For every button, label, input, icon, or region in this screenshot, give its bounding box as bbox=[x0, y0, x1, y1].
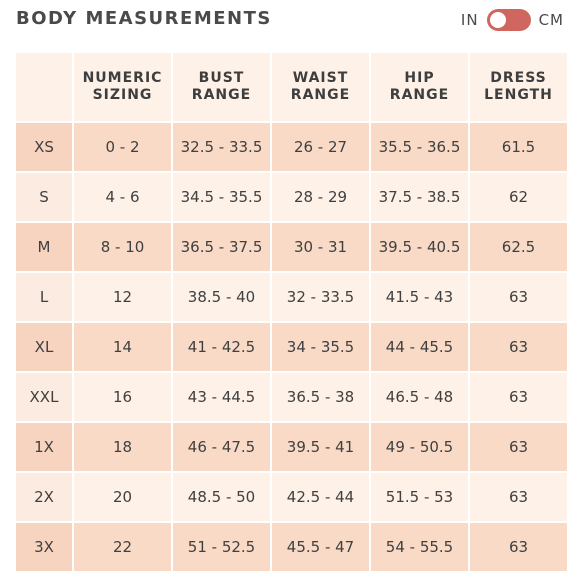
hip-range-cell: 49 - 50.5 bbox=[371, 423, 468, 471]
hip-range-cell: 41.5 - 43 bbox=[371, 273, 468, 321]
dress-length-cell: 63 bbox=[470, 373, 567, 421]
table-row: L 12 38.5 - 40 32 - 33.5 41.5 - 43 63 bbox=[16, 273, 567, 321]
hip-range-cell: 37.5 - 38.5 bbox=[371, 173, 468, 221]
waist-range-cell: 34 - 35.5 bbox=[272, 323, 369, 371]
hip-range-cell: 46.5 - 48 bbox=[371, 373, 468, 421]
waist-range-cell: 28 - 29 bbox=[272, 173, 369, 221]
dress-length-cell: 63 bbox=[470, 323, 567, 371]
dress-length-cell: 63 bbox=[470, 523, 567, 571]
hip-range-cell: 54 - 55.5 bbox=[371, 523, 468, 571]
header-text: RANGE bbox=[191, 87, 252, 103]
switch-knob[interactable] bbox=[489, 12, 506, 28]
waist-range-cell: 26 - 27 bbox=[272, 123, 369, 171]
size-label: M bbox=[16, 223, 72, 271]
waist-range-cell: 39.5 - 41 bbox=[272, 423, 369, 471]
numeric-sizing-cell: 0 - 2 bbox=[74, 123, 171, 171]
table-row: 1X 18 46 - 47.5 39.5 - 41 49 - 50.5 63 bbox=[16, 423, 567, 471]
header-text: BUST bbox=[198, 70, 245, 86]
table-row: XXL 16 43 - 44.5 36.5 - 38 46.5 - 48 63 bbox=[16, 373, 567, 421]
size-label: 3X bbox=[16, 523, 72, 571]
size-label: 1X bbox=[16, 423, 72, 471]
unit-toggle: IN CM bbox=[461, 9, 564, 31]
header-text: HIP bbox=[404, 70, 435, 86]
dress-length-cell: 63 bbox=[470, 273, 567, 321]
header-text: SIZING bbox=[92, 87, 153, 103]
dress-length-cell: 62.5 bbox=[470, 223, 567, 271]
waist-range-cell: 30 - 31 bbox=[272, 223, 369, 271]
bust-range-cell: 38.5 - 40 bbox=[173, 273, 270, 321]
size-label: XL bbox=[16, 323, 72, 371]
bust-range-cell: 48.5 - 50 bbox=[173, 473, 270, 521]
numeric-sizing-cell: 20 bbox=[74, 473, 171, 521]
dress-length-cell: 63 bbox=[470, 423, 567, 471]
dress-length-cell: 61.5 bbox=[470, 123, 567, 171]
table-row: XS 0 - 2 32.5 - 33.5 26 - 27 35.5 - 36.5… bbox=[16, 123, 567, 171]
bust-range-cell: 34.5 - 35.5 bbox=[173, 173, 270, 221]
numeric-sizing-cell: 18 bbox=[74, 423, 171, 471]
hip-range-cell: 51.5 - 53 bbox=[371, 473, 468, 521]
numeric-sizing-cell: 8 - 10 bbox=[74, 223, 171, 271]
header-dress-length: DRESS LENGTH bbox=[470, 53, 567, 121]
header-hip-range: HIP RANGE bbox=[371, 53, 468, 121]
size-label: XS bbox=[16, 123, 72, 171]
bust-range-cell: 51 - 52.5 bbox=[173, 523, 270, 571]
numeric-sizing-cell: 14 bbox=[74, 323, 171, 371]
size-label: L bbox=[16, 273, 72, 321]
waist-range-cell: 36.5 - 38 bbox=[272, 373, 369, 421]
unit-switch[interactable] bbox=[486, 9, 531, 31]
unit-in-label[interactable]: IN bbox=[460, 11, 479, 29]
unit-cm-label[interactable]: CM bbox=[538, 11, 564, 29]
bust-range-cell: 41 - 42.5 bbox=[173, 323, 270, 371]
bust-range-cell: 43 - 44.5 bbox=[173, 373, 270, 421]
table-row: 3X 22 51 - 52.5 45.5 - 47 54 - 55.5 63 bbox=[16, 523, 567, 571]
header-text: LENGTH bbox=[484, 87, 553, 103]
bust-range-cell: 36.5 - 37.5 bbox=[173, 223, 270, 271]
size-label: S bbox=[16, 173, 72, 221]
bust-range-cell: 32.5 - 33.5 bbox=[173, 123, 270, 171]
table-row: M 8 - 10 36.5 - 37.5 30 - 31 39.5 - 40.5… bbox=[16, 223, 567, 271]
header-text: RANGE bbox=[290, 87, 351, 103]
header-waist-range: WAIST RANGE bbox=[272, 53, 369, 121]
header-bust-range: BUST RANGE bbox=[173, 53, 270, 121]
table-row: S 4 - 6 34.5 - 35.5 28 - 29 37.5 - 38.5 … bbox=[16, 173, 567, 221]
header-numeric-sizing: NUMERIC SIZING bbox=[74, 53, 171, 121]
measurements-table: NUMERIC SIZING BUST RANGE WAIST RANGE HIP RA… bbox=[14, 51, 569, 573]
table-row: XL 14 41 - 42.5 34 - 35.5 44 - 45.5 63 bbox=[16, 323, 567, 371]
table-header-row: NUMERIC SIZING BUST RANGE WAIST RANGE HIP RA… bbox=[16, 53, 567, 121]
hip-range-cell: 39.5 - 40.5 bbox=[371, 223, 468, 271]
hip-range-cell: 35.5 - 36.5 bbox=[371, 123, 468, 171]
header-text: DRESS bbox=[490, 70, 547, 86]
size-label: XXL bbox=[16, 373, 72, 421]
numeric-sizing-cell: 4 - 6 bbox=[74, 173, 171, 221]
dress-length-cell: 62 bbox=[470, 173, 567, 221]
header-text: WAIST bbox=[292, 70, 349, 86]
header-text: NUMERIC bbox=[82, 70, 163, 86]
waist-range-cell: 45.5 - 47 bbox=[272, 523, 369, 571]
waist-range-cell: 42.5 - 44 bbox=[272, 473, 369, 521]
waist-range-cell: 32 - 33.5 bbox=[272, 273, 369, 321]
hip-range-cell: 44 - 45.5 bbox=[371, 323, 468, 371]
page-title: BODY MEASUREMENTS bbox=[16, 8, 272, 29]
numeric-sizing-cell: 12 bbox=[74, 273, 171, 321]
numeric-sizing-cell: 22 bbox=[74, 523, 171, 571]
dress-length-cell: 63 bbox=[470, 473, 567, 521]
header-text: RANGE bbox=[389, 87, 450, 103]
size-label: 2X bbox=[16, 473, 72, 521]
table-row: 2X 20 48.5 - 50 42.5 - 44 51.5 - 53 63 bbox=[16, 473, 567, 521]
numeric-sizing-cell: 16 bbox=[74, 373, 171, 421]
header-size-corner bbox=[16, 53, 72, 121]
bust-range-cell: 46 - 47.5 bbox=[173, 423, 270, 471]
